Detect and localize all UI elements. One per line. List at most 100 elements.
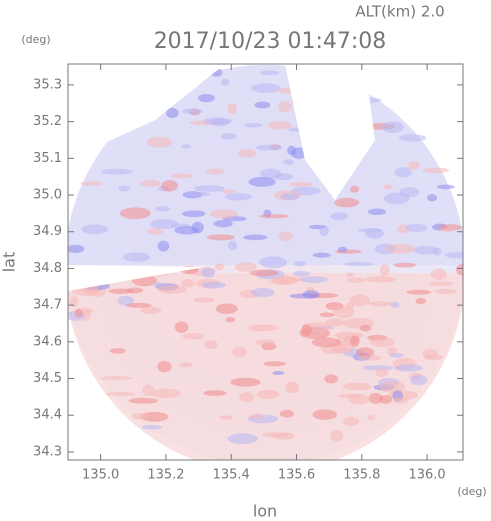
echo-cell	[440, 227, 453, 233]
x-tick-label: 136.0	[408, 468, 445, 483]
echo-cell	[365, 276, 397, 283]
echo-cell	[279, 409, 295, 418]
echo-cell	[358, 354, 382, 361]
echo-cell	[118, 185, 131, 192]
echo-cell	[288, 182, 313, 187]
echo-cell	[344, 261, 374, 267]
echo-cell	[334, 331, 364, 340]
echo-cell	[191, 221, 204, 234]
y-tick-label: 34.9	[33, 224, 62, 239]
y-tick-label: 35.1	[33, 151, 62, 166]
echo-cell	[247, 324, 280, 332]
y-tick-label: 35.3	[33, 77, 62, 92]
echo-cell	[214, 263, 225, 271]
echo-cell	[237, 149, 257, 158]
echo-cell	[283, 159, 294, 165]
echo-cell	[455, 263, 463, 276]
echo-cell	[345, 272, 355, 277]
echo-cell	[349, 294, 371, 307]
echo-cell	[381, 121, 405, 133]
echo-cell	[367, 208, 386, 216]
echo-cell	[319, 312, 335, 318]
echo-cell	[232, 346, 247, 358]
echo-cell	[311, 337, 341, 348]
echo-cell	[202, 117, 232, 125]
echo-cell	[68, 244, 85, 254]
echo-cell	[350, 185, 360, 193]
y-tick-label: 34.3	[33, 444, 62, 459]
echo-cell	[197, 93, 216, 103]
echo-cell	[428, 281, 455, 286]
echo-cell	[249, 413, 263, 420]
echo-cell	[249, 269, 279, 277]
echo-cell	[319, 224, 329, 236]
echo-cell	[407, 161, 420, 171]
echo-cell	[251, 287, 275, 298]
echo-cell	[375, 368, 389, 378]
echo-cell	[69, 296, 79, 307]
echo-cell	[128, 397, 159, 404]
echo-cell	[201, 267, 215, 278]
echo-cell	[146, 228, 164, 235]
echo-cell	[260, 70, 279, 76]
y-axis-label: lat	[0, 252, 19, 273]
echo-cell	[220, 78, 230, 86]
echo-cell	[203, 390, 227, 396]
altitude-label: ALT(km) 2.0	[355, 3, 444, 21]
echo-cell	[150, 388, 181, 399]
radar-field	[68, 64, 463, 460]
echo-cell	[410, 374, 428, 386]
echo-cell	[330, 429, 344, 442]
echo-cell	[225, 317, 236, 323]
echo-cell	[209, 209, 238, 219]
echo-cell	[131, 412, 150, 420]
echo-cell	[170, 173, 194, 179]
echo-cell	[392, 397, 408, 404]
echo-cell	[251, 83, 281, 93]
echo-cell	[218, 415, 234, 420]
echo-cell	[179, 362, 193, 368]
echo-cell	[182, 332, 204, 340]
echo-cell	[105, 392, 136, 397]
echo-cell	[125, 302, 152, 308]
echo-cell	[350, 335, 360, 347]
y-tick-label: 34.5	[33, 371, 62, 386]
echo-cell	[74, 308, 83, 318]
echo-cell	[357, 228, 383, 233]
echo-cell	[406, 289, 431, 295]
echo-cell	[423, 167, 450, 174]
echo-cell	[337, 246, 348, 253]
echo-cell	[220, 189, 237, 194]
echo-cell	[367, 414, 376, 421]
echo-cell	[206, 234, 235, 241]
echo-cell	[436, 184, 455, 190]
echo-cell	[254, 339, 276, 345]
echo-cell	[413, 245, 438, 255]
echo-cell	[146, 136, 173, 148]
echo-cell	[220, 133, 237, 140]
echo-cell	[192, 297, 215, 303]
echo-cell	[205, 168, 225, 175]
echo-cell	[330, 212, 349, 221]
echo-cell	[362, 365, 395, 371]
echo-cell	[426, 194, 438, 202]
no-echo-gap	[68, 265, 205, 291]
y-tick-label: 34.6	[33, 334, 62, 349]
echo-cell	[108, 288, 134, 294]
echo-cell	[390, 301, 400, 309]
y-tick-label: 34.8	[33, 261, 62, 276]
x-tick-label: 135.4	[213, 468, 250, 483]
echo-cell	[225, 193, 253, 201]
echo-cell	[181, 279, 195, 288]
echo-cell	[261, 432, 290, 438]
echo-cell	[101, 168, 133, 175]
echo-cell	[278, 101, 292, 113]
echo-cell	[334, 197, 360, 208]
echo-cell	[271, 275, 299, 286]
echo-cell	[157, 240, 170, 252]
echo-cell	[202, 281, 226, 289]
echo-cell	[430, 268, 447, 280]
echo-cell	[161, 180, 179, 192]
y-tick-label: 34.7	[33, 298, 62, 313]
echo-cell	[174, 321, 189, 334]
